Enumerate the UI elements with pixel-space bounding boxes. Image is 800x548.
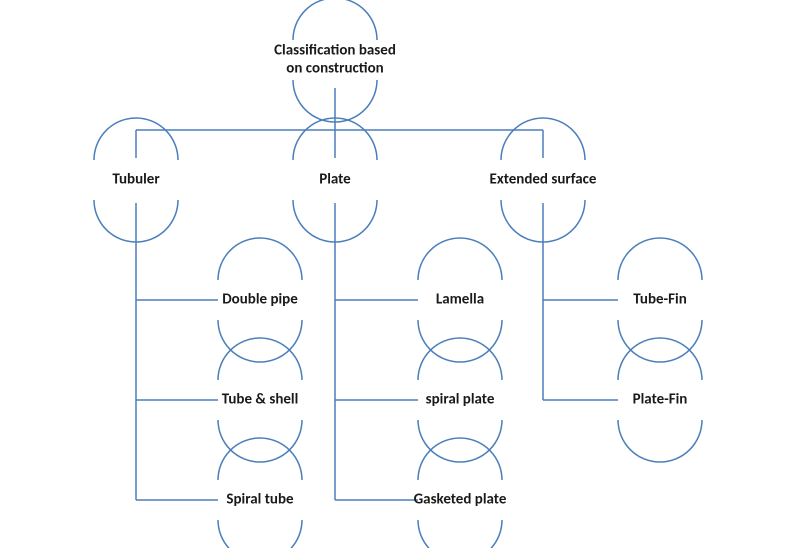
lamella-label: Lamella: [436, 291, 484, 309]
tube_fin-label: Tube-Fin: [633, 291, 687, 309]
gasketed-label: Gasketed plate: [414, 491, 507, 509]
extended-label: Extended surface: [490, 171, 597, 189]
spiral_tube-label: Spiral tube: [226, 491, 294, 509]
classification-tree: Classification basedon construction Tubul…: [0, 0, 800, 548]
spiral_plate-label: spiral plate: [426, 391, 495, 409]
double_pipe-label: Double pipe: [222, 291, 298, 309]
plate-label: Plate: [319, 171, 351, 189]
tube_shell-label: Tube & shell: [222, 391, 299, 409]
tubuler-label: Tubuler: [112, 171, 160, 189]
root-label-line-0: Classification based: [274, 42, 396, 60]
plate_fin-label: Plate-Fin: [633, 391, 688, 409]
root-label-line-1: on construction: [286, 60, 383, 78]
